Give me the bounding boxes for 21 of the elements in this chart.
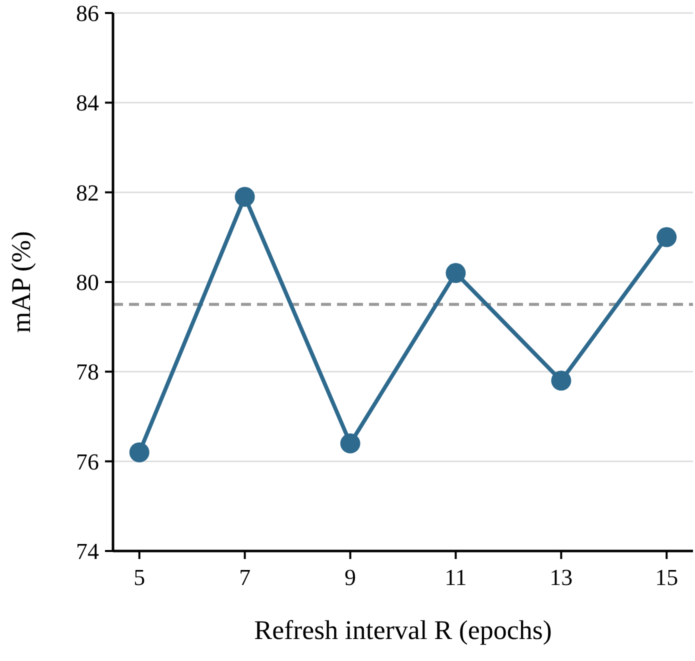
y-tick-label: 74 bbox=[76, 539, 100, 564]
x-axis-title: Refresh interval R (epochs) bbox=[254, 615, 552, 645]
x-tick-label: 11 bbox=[444, 565, 467, 590]
y-axis-title: mAP (%) bbox=[6, 231, 36, 333]
point bbox=[446, 263, 466, 284]
point bbox=[656, 227, 677, 248]
x-tick-label: 5 bbox=[134, 565, 146, 590]
point bbox=[129, 442, 150, 462]
x-tick-label: 15 bbox=[655, 565, 678, 590]
x-tick-label: 9 bbox=[344, 565, 356, 590]
y-tick-label: 76 bbox=[76, 449, 99, 474]
y-tick-label: 86 bbox=[76, 1, 99, 26]
point bbox=[234, 186, 255, 207]
x-tick-label: 7 bbox=[239, 565, 251, 590]
y-tick-label: 82 bbox=[76, 180, 99, 206]
y-tick-label: 84 bbox=[76, 90, 100, 116]
y-tick-label: 78 bbox=[76, 360, 99, 385]
x-tick-label: 13 bbox=[550, 565, 573, 590]
y-tick-label: 80 bbox=[76, 270, 99, 296]
point bbox=[340, 433, 360, 454]
point bbox=[551, 370, 572, 391]
